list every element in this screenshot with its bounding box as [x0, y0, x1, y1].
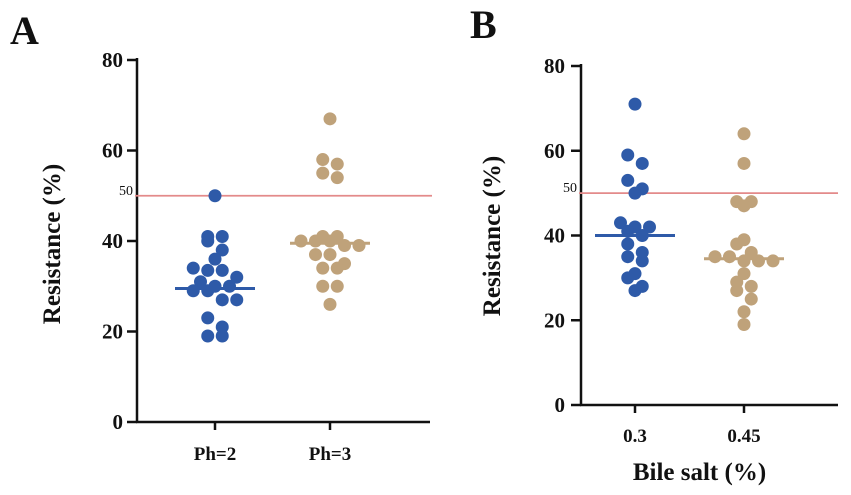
data-point-045	[744, 245, 758, 259]
data-point-03	[635, 156, 649, 170]
y-tick-label: 20	[102, 320, 123, 344]
data-point-045	[730, 237, 744, 251]
data-point-03	[628, 186, 642, 200]
y-tick-label: 0	[555, 393, 566, 417]
panel-a: A 0 20 40 60 80 Ph=2 Ph=3 Resistance (%) 50	[10, 8, 432, 465]
data-point-ph2	[230, 293, 244, 307]
data-point-ph2	[215, 243, 229, 257]
data-point-ph2	[215, 229, 229, 243]
data-point-045	[723, 250, 736, 264]
data-point-ph2	[208, 189, 222, 203]
panel-b: B 0 20 40 60 80 0.3 0.45 Resistance (%) Bile salt…	[470, 2, 838, 486]
data-point-045	[744, 292, 758, 306]
data-point-ph2	[223, 279, 236, 293]
data-point-ph2	[201, 311, 215, 325]
data-point-ph2	[201, 263, 215, 277]
x-category-label: Ph=2	[194, 444, 237, 465]
data-point-ph3	[316, 166, 330, 180]
y-tick-label: 60	[544, 139, 565, 163]
data-point-ph3	[330, 261, 344, 275]
x-axis-title: Bile salt (%)	[633, 459, 766, 486]
data-point-ph2	[215, 263, 229, 277]
data-point-ph3	[330, 279, 344, 293]
reference-line-label: 50	[119, 184, 133, 199]
y-tick-label: 80	[544, 54, 565, 78]
data-point-ph2	[208, 252, 222, 266]
data-point-045	[737, 156, 751, 170]
y-tick-label: 40	[544, 224, 565, 248]
data-point-03	[635, 254, 649, 268]
data-point-ph3	[323, 112, 337, 126]
data-point-03	[643, 220, 656, 234]
data-point-045	[737, 305, 751, 319]
data-point-03	[628, 284, 642, 298]
data-point-045	[737, 199, 751, 213]
x-category-label: 0.45	[727, 426, 760, 447]
y-tick-label: 20	[544, 308, 565, 332]
panel-letter-b: B	[470, 2, 497, 47]
data-point-ph2	[194, 275, 207, 289]
data-point-045	[737, 317, 751, 331]
data-point-ph2	[215, 329, 229, 343]
data-point-ph2	[186, 261, 200, 275]
data-point-ph2	[201, 234, 215, 248]
data-point-045	[752, 254, 765, 268]
panel-letter-a: A	[10, 8, 39, 53]
y-axis-title: Resistance (%)	[479, 156, 506, 316]
x-category-label: 0.3	[623, 426, 647, 447]
y-tick-label: 60	[102, 139, 123, 163]
data-point-045	[766, 254, 780, 268]
data-point-03	[621, 237, 635, 251]
data-point-03	[621, 148, 635, 162]
data-point-ph2	[201, 329, 215, 343]
data-point-ph3	[309, 234, 322, 248]
data-point-ph3	[330, 157, 344, 171]
data-point-ph3	[309, 248, 322, 262]
data-point-ph2	[230, 270, 244, 284]
data-point-ph3	[323, 297, 337, 311]
y-tick-label: 40	[102, 229, 123, 253]
data-point-ph3	[294, 234, 308, 248]
data-point-045	[737, 127, 751, 141]
data-point-ph3	[352, 239, 366, 253]
data-point-ph3	[316, 153, 330, 167]
data-point-ph3	[323, 248, 337, 262]
data-point-ph3	[330, 171, 344, 185]
data-point-045	[737, 267, 751, 281]
data-point-ph3	[316, 261, 330, 275]
data-point-03	[621, 271, 635, 285]
y-axis-title: Resistance (%)	[39, 164, 66, 324]
data-point-045	[730, 284, 744, 298]
data-point-03	[614, 216, 627, 230]
data-point-045	[708, 250, 722, 264]
data-point-03	[628, 97, 642, 111]
data-point-045	[744, 279, 758, 293]
data-point-03	[621, 250, 635, 264]
x-category-label: Ph=3	[309, 444, 352, 465]
data-point-ph2	[215, 293, 229, 307]
data-point-03	[621, 173, 635, 187]
data-point-045	[737, 254, 751, 268]
data-point-ph2	[201, 284, 215, 298]
data-point-ph3	[323, 234, 337, 248]
reference-line-label: 50	[563, 181, 577, 196]
y-tick-label: 0	[113, 410, 124, 434]
data-point-ph2	[186, 284, 200, 298]
y-tick-label: 80	[102, 48, 123, 72]
data-point-ph3	[316, 279, 330, 293]
data-point-ph2	[215, 320, 229, 334]
data-point-ph3	[338, 239, 351, 253]
